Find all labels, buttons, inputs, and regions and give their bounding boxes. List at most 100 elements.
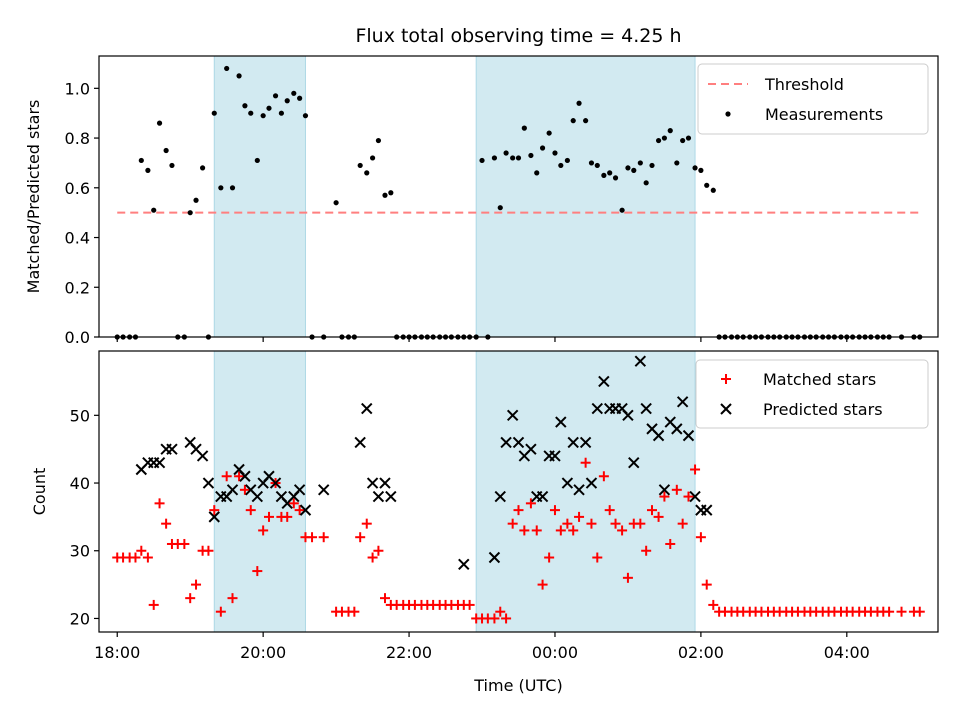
predicted-star-point <box>153 457 166 469</box>
measurement-point <box>169 162 175 169</box>
y-tick-label: 20 <box>70 609 90 628</box>
predicted-star-point <box>251 490 264 503</box>
predicted-star-point <box>512 436 525 449</box>
measurement-point <box>260 113 266 119</box>
measurement-point <box>637 160 643 166</box>
top-legend: Threshold Measurements <box>697 63 929 135</box>
predicted-star-point <box>317 484 330 496</box>
matched-star-point <box>610 518 621 529</box>
y-tick-label: 50 <box>70 406 90 425</box>
matched-star-point <box>239 484 250 495</box>
y-tick-label: 0.8 <box>65 129 90 148</box>
top-y-axis-label: Matched/Predicted stars <box>24 100 43 294</box>
measurement-point <box>564 157 570 164</box>
measurement-point <box>649 162 655 169</box>
top-axes-frame <box>98 55 939 338</box>
matched-star-point <box>501 613 512 624</box>
measurement-point <box>333 200 339 206</box>
predicted-star-point <box>682 429 695 442</box>
matched-star-point <box>525 498 536 509</box>
matched-star-point <box>537 579 548 590</box>
measurement-point <box>528 152 534 159</box>
matched-star-point <box>635 518 646 529</box>
y-tick-label: 0.2 <box>65 278 90 297</box>
measurement-point <box>254 157 260 164</box>
measurement-point <box>199 165 206 171</box>
bottom-axes-frame <box>98 350 939 633</box>
matched-star-point <box>659 491 670 502</box>
matched-star-point <box>282 511 293 522</box>
measurement-point <box>655 137 662 144</box>
predicted-star-point <box>239 470 251 482</box>
predicted-star-point <box>458 558 470 570</box>
measurement-point <box>193 197 199 203</box>
measurement-point <box>229 185 236 191</box>
measurement-point <box>692 165 698 171</box>
matched-star-point <box>562 518 573 529</box>
predicted-star-point <box>196 450 209 462</box>
matched-star-point <box>245 505 256 516</box>
matched-star-point <box>373 545 384 556</box>
measurement-point <box>211 110 217 116</box>
measurement-point <box>583 118 589 124</box>
measurement-point <box>698 167 704 173</box>
measurement-point <box>375 137 382 144</box>
matched-star-point <box>580 457 591 468</box>
measurement-point <box>388 190 394 196</box>
measurement-point <box>552 150 558 156</box>
measurement-point <box>704 182 710 188</box>
x-tick-label: 22:00 <box>386 643 432 662</box>
matched-star-point <box>288 498 299 509</box>
bottom-y-axis: 20 30 40 50 <box>70 406 99 628</box>
predicted-star-point <box>634 355 647 367</box>
bottom-legend: Matched stars Predicted stars <box>695 359 929 429</box>
y-tick-label: 1.0 <box>65 79 90 98</box>
measurement-point <box>503 150 509 156</box>
predicted-star-point <box>701 504 713 516</box>
matched-star-point <box>489 613 500 624</box>
predicted-star-point <box>561 477 574 489</box>
x-axis-label: Time (UTC) <box>473 676 562 695</box>
measurement-point <box>236 73 242 79</box>
matched-star-point <box>519 525 530 536</box>
predicted-star-point <box>579 436 592 449</box>
predicted-star-point <box>689 490 701 503</box>
matched-star-point <box>647 505 658 516</box>
legend-threshold-label: Threshold <box>764 75 844 94</box>
matched-star-point <box>549 505 560 516</box>
chart-title: Flux total observing time = 4.25 h <box>355 25 681 47</box>
measurement-point <box>364 170 370 176</box>
predicted-star-point <box>676 396 689 408</box>
predicted-star-point <box>354 436 366 449</box>
matched-star-point <box>665 538 676 549</box>
matched-star-point <box>258 525 269 536</box>
predicted-star-point <box>585 477 598 489</box>
measurement-point <box>357 162 363 169</box>
x-tick-label: 18:00 <box>94 643 140 662</box>
measurement-point <box>685 135 692 141</box>
legend-matched-swatch <box>721 374 731 384</box>
y-tick-label: 0.0 <box>65 328 90 347</box>
legend-measurements-swatch <box>725 111 731 117</box>
matched-star-point <box>154 498 165 509</box>
matched-star-point <box>136 545 147 556</box>
matched-star-point <box>209 505 220 516</box>
predicted-star-point <box>226 484 239 496</box>
predicted-star-point <box>488 551 501 564</box>
matched-star-point <box>367 552 378 563</box>
predicted-star-point <box>628 457 640 469</box>
matched-star-point <box>361 518 372 529</box>
x-tick-label: 20:00 <box>240 643 286 662</box>
legend-matched-label: Matched stars <box>763 370 876 389</box>
measurement-point <box>266 105 272 111</box>
top-legend-box <box>697 63 929 135</box>
measurement-point <box>151 207 157 213</box>
matched-star-point <box>294 505 305 516</box>
matched-star-point <box>185 593 196 604</box>
measurement-point <box>625 165 631 171</box>
bottom-shaded-spans <box>213 350 696 633</box>
predicted-star-point <box>525 443 537 455</box>
measurement-point <box>515 155 522 161</box>
